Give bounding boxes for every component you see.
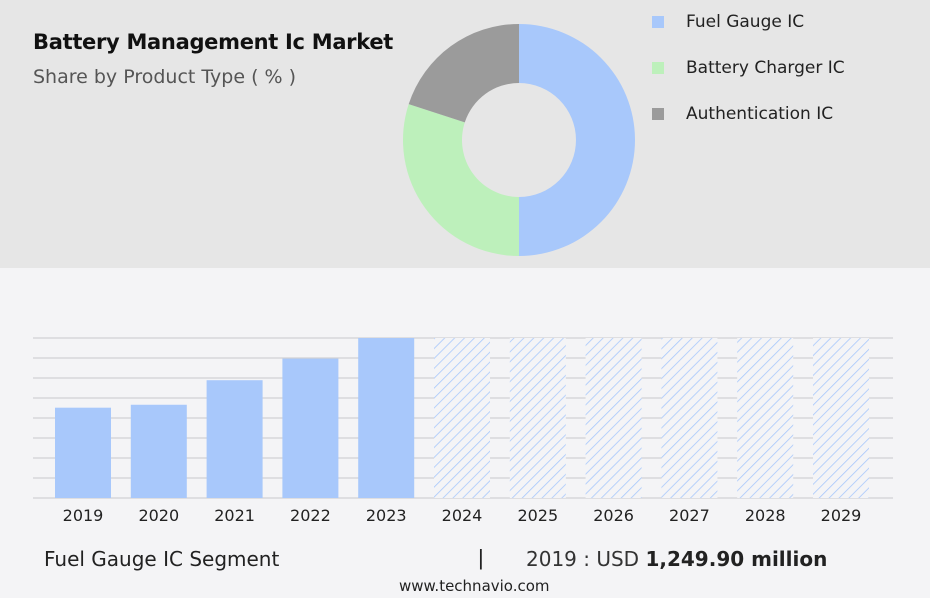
legend-label-fuel-gauge: Fuel Gauge IC bbox=[686, 11, 805, 32]
bar-forecast-2026 bbox=[585, 338, 642, 498]
bar-forecast-2025 bbox=[509, 338, 566, 498]
donut-slice-2 bbox=[408, 24, 519, 123]
x-tick-2020: 2020 bbox=[138, 506, 179, 525]
x-tick-2023: 2023 bbox=[366, 506, 407, 525]
legend-label-authentication: Authentication IC bbox=[686, 103, 834, 124]
donut-slice-0 bbox=[519, 24, 635, 256]
segment-name: Fuel Gauge IC Segment bbox=[44, 547, 280, 571]
x-tick-2022: 2022 bbox=[290, 506, 331, 525]
source-link[interactable]: www.technavio.com bbox=[399, 577, 550, 595]
legend-swatch-fuel-gauge bbox=[652, 15, 664, 28]
bar-forecast-2024 bbox=[434, 338, 490, 498]
x-tick-2027: 2027 bbox=[669, 506, 710, 525]
bar-chart: 2019 2020 2021 2022 2023 2024 2025 2026 2027 2028… bbox=[33, 337, 893, 525]
x-tick-2026: 2026 bbox=[593, 506, 634, 525]
bar-2023 bbox=[358, 338, 415, 498]
legend-swatch-authentication bbox=[652, 107, 664, 120]
chart-subtitle: Share by Product Type ( % ) bbox=[33, 66, 297, 88]
bar-2019 bbox=[55, 407, 111, 498]
legend-label-battery-charger: Battery Charger IC bbox=[686, 57, 845, 78]
bar-2022 bbox=[282, 358, 339, 498]
segment-value-amount: 1,249.90 million bbox=[645, 547, 828, 571]
bar-forecast-2029 bbox=[813, 338, 869, 498]
segment-value-prefix: 2019 : USD bbox=[526, 547, 640, 571]
donut-slice-1 bbox=[402, 104, 519, 257]
chart-title: Battery Management Ic Market bbox=[33, 30, 394, 54]
bar-2020 bbox=[130, 404, 187, 498]
legend-swatch-battery-charger bbox=[652, 61, 664, 74]
x-tick-2029: 2029 bbox=[821, 506, 862, 525]
bar-forecast-2028 bbox=[737, 338, 794, 498]
x-tick-2025: 2025 bbox=[517, 506, 558, 525]
bar-forecast-2027 bbox=[661, 338, 718, 498]
legend-item-battery-charger: Battery Charger IC bbox=[652, 56, 845, 79]
x-tick-2024: 2024 bbox=[442, 506, 483, 525]
x-tick-2019: 2019 bbox=[63, 506, 104, 525]
donut-chart bbox=[402, 24, 635, 257]
footer-divider: | bbox=[478, 545, 484, 570]
legend-item-fuel-gauge: Fuel Gauge IC bbox=[652, 10, 845, 33]
x-tick-2021: 2021 bbox=[214, 506, 255, 525]
x-tick-2028: 2028 bbox=[745, 506, 786, 525]
segment-value: 2019 : USD 1,249.90 million bbox=[526, 547, 827, 571]
legend: Fuel Gauge IC Battery Charger IC Authent… bbox=[652, 10, 845, 148]
legend-item-authentication: Authentication IC bbox=[652, 102, 845, 125]
bar-2021 bbox=[206, 380, 263, 498]
